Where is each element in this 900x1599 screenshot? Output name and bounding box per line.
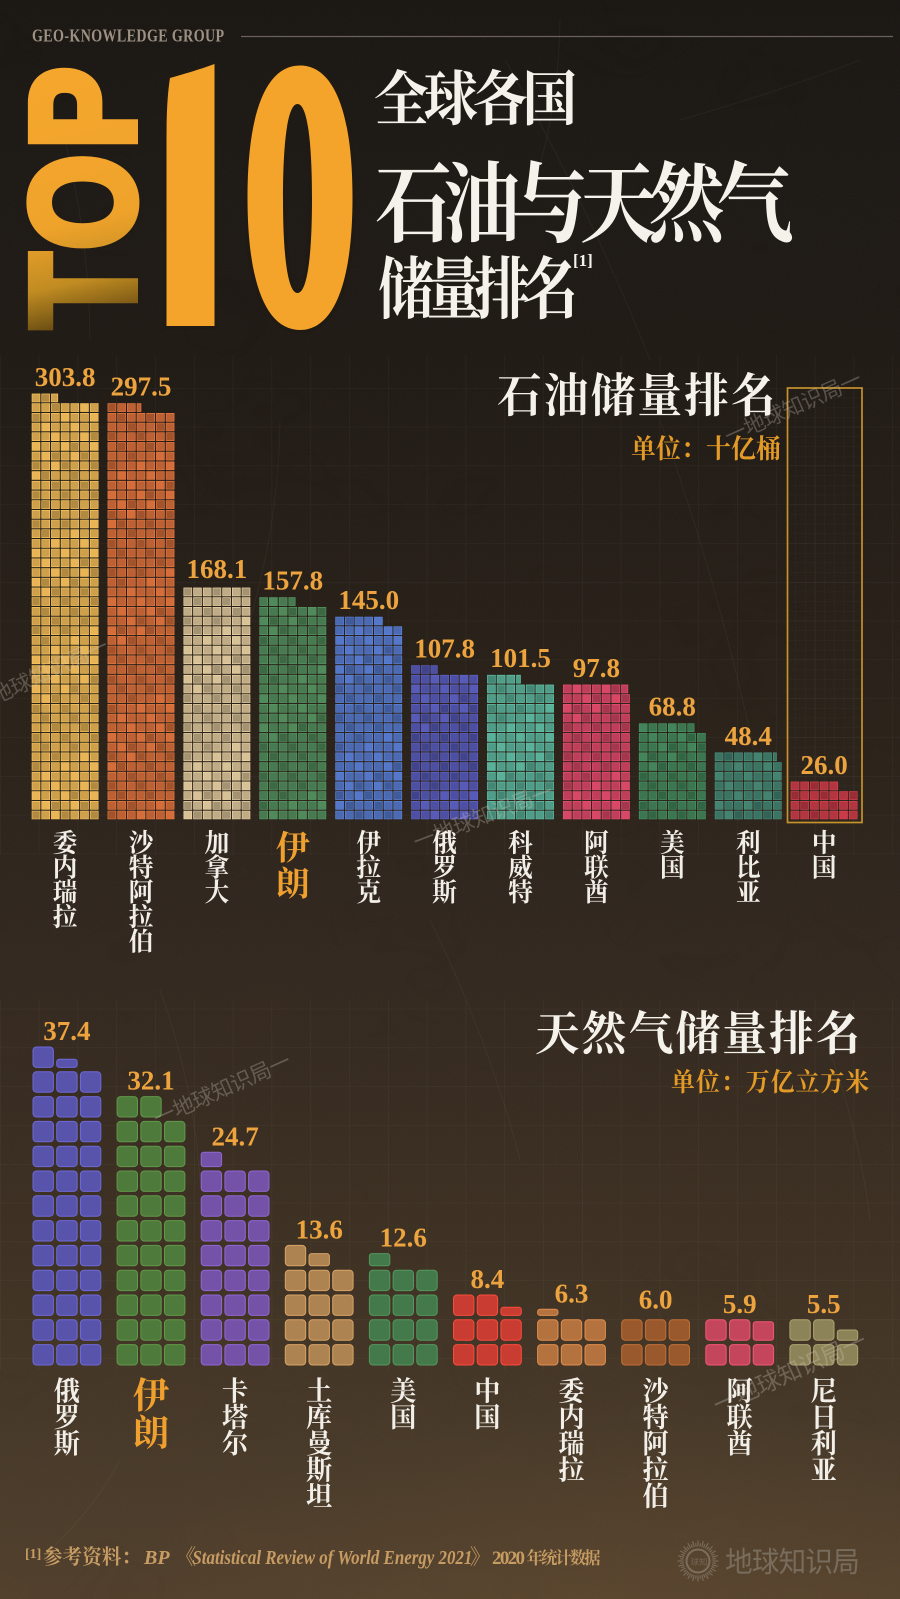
svg-text:GEO-KNOWLEDGE GROUP: GEO-KNOWLEDGE GROUP	[32, 27, 224, 46]
svg-text:6.3: 6.3	[555, 1278, 589, 1308]
svg-text:168.1: 168.1	[187, 554, 248, 584]
svg-text:5.5: 5.5	[807, 1289, 841, 1319]
svg-text:107.8: 107.8	[414, 634, 475, 664]
svg-text:12.6: 12.6	[380, 1223, 427, 1253]
svg-text:[1]: [1]	[573, 251, 593, 270]
svg-text:97.8: 97.8	[573, 653, 620, 683]
svg-text:[1]: [1]	[25, 1547, 41, 1562]
svg-text:157.8: 157.8	[262, 566, 323, 596]
svg-text:BP: BP	[143, 1547, 170, 1569]
svg-text:8.4: 8.4	[471, 1264, 505, 1294]
svg-text:Statistical Review of World En: Statistical Review of World Energy 2021	[192, 1547, 472, 1569]
svg-text:145.0: 145.0	[338, 585, 399, 615]
svg-text:24.7: 24.7	[211, 1121, 258, 1151]
svg-text:303.8: 303.8	[35, 362, 96, 392]
svg-text:68.8: 68.8	[649, 692, 696, 722]
svg-text:6.0: 6.0	[639, 1284, 673, 1314]
svg-text:32.1: 32.1	[127, 1066, 174, 1096]
svg-text:297.5: 297.5	[111, 372, 172, 402]
svg-text:26.0: 26.0	[800, 750, 847, 780]
svg-text:37.4: 37.4	[43, 1016, 90, 1046]
svg-text:2020: 2020	[492, 1548, 525, 1569]
svg-text:13.6: 13.6	[296, 1214, 343, 1244]
svg-text:5.9: 5.9	[723, 1289, 757, 1319]
svg-text:101.5: 101.5	[490, 643, 551, 673]
svg-text:TOP: TOP	[1, 61, 165, 328]
svg-text:48.4: 48.4	[725, 721, 772, 751]
